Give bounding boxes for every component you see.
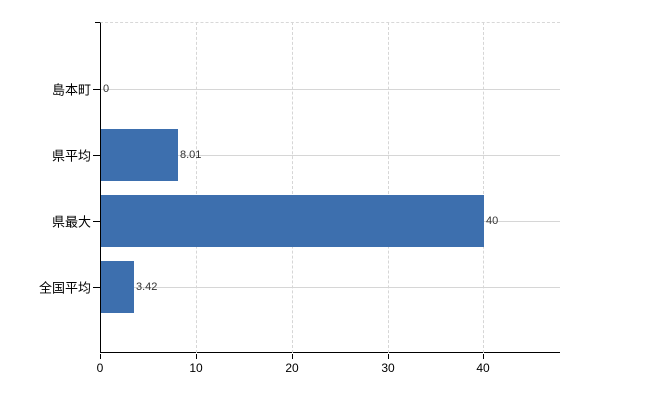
category-gridline <box>101 287 560 288</box>
x-gridline <box>388 22 389 353</box>
plot-area <box>100 22 560 353</box>
x-tick-label: 40 <box>476 361 490 375</box>
bar <box>101 195 484 247</box>
x-tick-label: 0 <box>96 361 104 375</box>
bar <box>101 261 134 313</box>
value-label: 0 <box>103 83 110 95</box>
value-label: 8.01 <box>180 149 202 161</box>
x-axis-tick <box>196 354 197 359</box>
value-label: 3.42 <box>136 281 158 293</box>
x-gridline <box>196 22 197 353</box>
category-label: 全国平均 <box>38 280 91 296</box>
category-gridline <box>101 155 560 156</box>
y-axis-tick <box>93 287 100 288</box>
x-axis-tick <box>483 354 484 359</box>
x-gridline <box>483 22 484 353</box>
category-gridline <box>101 89 560 90</box>
x-tick-label: 30 <box>381 361 395 375</box>
category-label: 島本町 <box>51 82 91 98</box>
value-label: 40 <box>486 215 499 227</box>
x-axis-tick <box>388 354 389 359</box>
y-axis-tick <box>93 155 100 156</box>
bar <box>101 129 178 181</box>
category-label: 県最大 <box>51 214 91 230</box>
x-axis-tick <box>292 354 293 359</box>
x-gridline <box>292 22 293 353</box>
y-axis-tick <box>93 89 100 90</box>
category-label: 県平均 <box>51 148 91 164</box>
x-tick-label: 10 <box>189 361 203 375</box>
y-axis-tick <box>93 221 100 222</box>
x-tick-label: 20 <box>285 361 299 375</box>
y-axis-top-cap <box>95 22 100 23</box>
x-axis-tick <box>100 354 101 359</box>
